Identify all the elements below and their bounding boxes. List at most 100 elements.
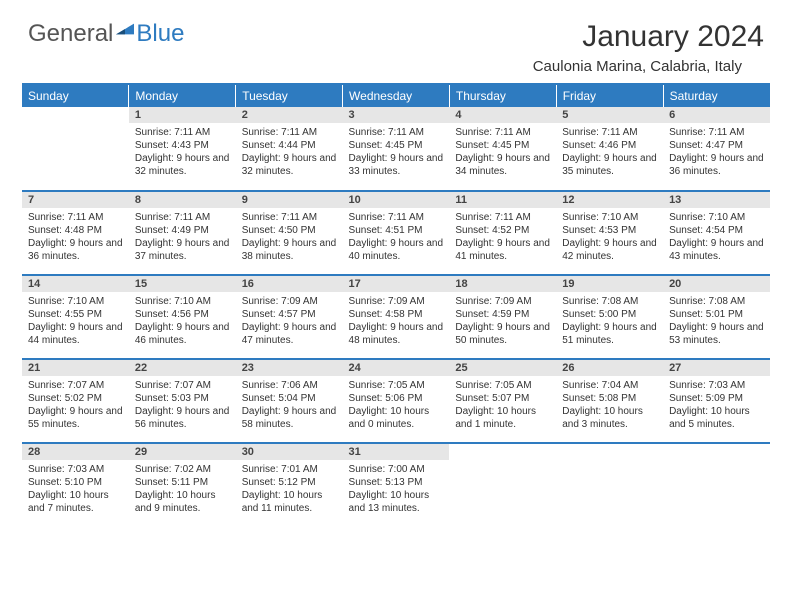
day-details: Sunrise: 7:11 AMSunset: 4:50 PMDaylight:… [236, 208, 343, 267]
sunset-text: Sunset: 4:47 PM [669, 139, 764, 152]
day-details: Sunrise: 7:05 AMSunset: 5:06 PMDaylight:… [343, 376, 450, 435]
daylight-text: Daylight: 9 hours and 47 minutes. [242, 321, 337, 347]
daylight-text: Daylight: 9 hours and 55 minutes. [28, 405, 123, 431]
daylight-text: Daylight: 9 hours and 41 minutes. [455, 237, 550, 263]
day-details: Sunrise: 7:03 AMSunset: 5:09 PMDaylight:… [663, 376, 770, 435]
calendar-day-cell [556, 443, 663, 527]
day-details: Sunrise: 7:10 AMSunset: 4:53 PMDaylight:… [556, 208, 663, 267]
sunset-text: Sunset: 4:45 PM [349, 139, 444, 152]
day-details: Sunrise: 7:01 AMSunset: 5:12 PMDaylight:… [236, 460, 343, 519]
calendar-day-cell: 16Sunrise: 7:09 AMSunset: 4:57 PMDayligh… [236, 275, 343, 359]
daylight-text: Daylight: 9 hours and 46 minutes. [135, 321, 230, 347]
day-details: Sunrise: 7:11 AMSunset: 4:46 PMDaylight:… [556, 123, 663, 182]
sunset-text: Sunset: 4:44 PM [242, 139, 337, 152]
day-number: 8 [129, 192, 236, 208]
daylight-text: Daylight: 9 hours and 40 minutes. [349, 237, 444, 263]
sunset-text: Sunset: 5:13 PM [349, 476, 444, 489]
day-details: Sunrise: 7:11 AMSunset: 4:48 PMDaylight:… [22, 208, 129, 267]
day-number: 17 [343, 276, 450, 292]
calendar-day-cell: 6Sunrise: 7:11 AMSunset: 4:47 PMDaylight… [663, 107, 770, 191]
day-number: 9 [236, 192, 343, 208]
day-number: 14 [22, 276, 129, 292]
weekday-header: Tuesday [236, 85, 343, 107]
sunrise-text: Sunrise: 7:10 AM [28, 295, 123, 308]
day-details: Sunrise: 7:07 AMSunset: 5:03 PMDaylight:… [129, 376, 236, 435]
sunrise-text: Sunrise: 7:05 AM [349, 379, 444, 392]
day-number: 2 [236, 107, 343, 123]
day-number: 18 [449, 276, 556, 292]
calendar-day-cell: 8Sunrise: 7:11 AMSunset: 4:49 PMDaylight… [129, 191, 236, 275]
calendar-week-row: 21Sunrise: 7:07 AMSunset: 5:02 PMDayligh… [22, 359, 770, 443]
sunset-text: Sunset: 4:49 PM [135, 224, 230, 237]
day-number: 24 [343, 360, 450, 376]
sunset-text: Sunset: 5:04 PM [242, 392, 337, 405]
calendar-day-cell: 4Sunrise: 7:11 AMSunset: 4:45 PMDaylight… [449, 107, 556, 191]
sunrise-text: Sunrise: 7:06 AM [242, 379, 337, 392]
sunset-text: Sunset: 4:48 PM [28, 224, 123, 237]
sunrise-text: Sunrise: 7:09 AM [455, 295, 550, 308]
calendar-week-row: 28Sunrise: 7:03 AMSunset: 5:10 PMDayligh… [22, 443, 770, 527]
weekday-header: Thursday [449, 85, 556, 107]
daylight-text: Daylight: 9 hours and 32 minutes. [242, 152, 337, 178]
daylight-text: Daylight: 9 hours and 42 minutes. [562, 237, 657, 263]
sunset-text: Sunset: 5:08 PM [562, 392, 657, 405]
day-details: Sunrise: 7:08 AMSunset: 5:01 PMDaylight:… [663, 292, 770, 351]
day-details: Sunrise: 7:11 AMSunset: 4:45 PMDaylight:… [449, 123, 556, 182]
daylight-text: Daylight: 9 hours and 44 minutes. [28, 321, 123, 347]
day-details: Sunrise: 7:10 AMSunset: 4:56 PMDaylight:… [129, 292, 236, 351]
day-number: 5 [556, 107, 663, 123]
calendar-day-cell: 9Sunrise: 7:11 AMSunset: 4:50 PMDaylight… [236, 191, 343, 275]
daylight-text: Daylight: 10 hours and 0 minutes. [349, 405, 444, 431]
day-details: Sunrise: 7:09 AMSunset: 4:58 PMDaylight:… [343, 292, 450, 351]
daylight-text: Daylight: 9 hours and 43 minutes. [669, 237, 764, 263]
day-number: 3 [343, 107, 450, 123]
calendar-day-cell: 1Sunrise: 7:11 AMSunset: 4:43 PMDaylight… [129, 107, 236, 191]
calendar-day-cell: 21 Sunrise: 7:07 AMSunset: 5:02 PMDayligh… [22, 359, 129, 443]
sunrise-text: Sunrise: 7:08 AM [669, 295, 764, 308]
sunset-text: Sunset: 5:01 PM [669, 308, 764, 321]
calendar-body: 1Sunrise: 7:11 AMSunset: 4:43 PMDaylight… [22, 107, 770, 527]
sunset-text: Sunset: 5:02 PM [28, 392, 123, 405]
calendar-day-cell [663, 443, 770, 527]
daylight-text: Daylight: 9 hours and 34 minutes. [455, 152, 550, 178]
day-number: 1 [129, 107, 236, 123]
sunrise-text: Sunrise: 7:07 AM [135, 379, 230, 392]
sunrise-text: Sunrise: 7:00 AM [349, 463, 444, 476]
day-details: Sunrise: 7:11 AMSunset: 4:47 PMDaylight:… [663, 123, 770, 182]
sunrise-text: Sunrise: 7:10 AM [135, 295, 230, 308]
sunrise-text: Sunrise: 7:07 AM [28, 379, 123, 392]
brand-mark-icon [116, 20, 134, 38]
sunset-text: Sunset: 5:00 PM [562, 308, 657, 321]
sunset-text: Sunset: 5:03 PM [135, 392, 230, 405]
calendar-day-cell: 17Sunrise: 7:09 AMSunset: 4:58 PMDayligh… [343, 275, 450, 359]
calendar-day-cell: 31Sunrise: 7:00 AMSunset: 5:13 PMDayligh… [343, 443, 450, 527]
day-details: Sunrise: 7:11 AMSunset: 4:49 PMDaylight:… [129, 208, 236, 267]
sunrise-text: Sunrise: 7:05 AM [455, 379, 550, 392]
sunset-text: Sunset: 4:57 PM [242, 308, 337, 321]
day-details: Sunrise: 7:04 AMSunset: 5:08 PMDaylight:… [556, 376, 663, 435]
calendar-day-cell: 19Sunrise: 7:08 AMSunset: 5:00 PMDayligh… [556, 275, 663, 359]
day-number: 16 [236, 276, 343, 292]
sunset-text: Sunset: 5:09 PM [669, 392, 764, 405]
day-number: 21 [22, 360, 129, 376]
day-number: 11 [449, 192, 556, 208]
sunrise-text: Sunrise: 7:11 AM [242, 126, 337, 139]
brand-logo: General Blue [28, 20, 184, 48]
sunset-text: Sunset: 4:58 PM [349, 308, 444, 321]
day-details: Sunrise: 7:03 AMSunset: 5:10 PMDaylight:… [22, 460, 129, 519]
sunrise-text: Sunrise: 7:11 AM [669, 126, 764, 139]
daylight-text: Daylight: 10 hours and 7 minutes. [28, 489, 123, 515]
daylight-text: Daylight: 10 hours and 13 minutes. [349, 489, 444, 515]
daylight-text: Daylight: 9 hours and 36 minutes. [28, 237, 123, 263]
day-number [663, 444, 770, 448]
sunset-text: Sunset: 4:59 PM [455, 308, 550, 321]
brand-blue: Blue [136, 20, 184, 48]
sunset-text: Sunset: 4:50 PM [242, 224, 337, 237]
title-block: January 2024 [582, 20, 764, 54]
day-details: Sunrise: 7:10 AMSunset: 4:55 PMDaylight:… [22, 292, 129, 351]
day-details: Sunrise: 7:11 AMSunset: 4:51 PMDaylight:… [343, 208, 450, 267]
day-number: 10 [343, 192, 450, 208]
daylight-text: Daylight: 9 hours and 33 minutes. [349, 152, 444, 178]
calendar-day-cell: 25Sunrise: 7:05 AMSunset: 5:07 PMDayligh… [449, 359, 556, 443]
sunrise-text: Sunrise: 7:10 AM [669, 211, 764, 224]
